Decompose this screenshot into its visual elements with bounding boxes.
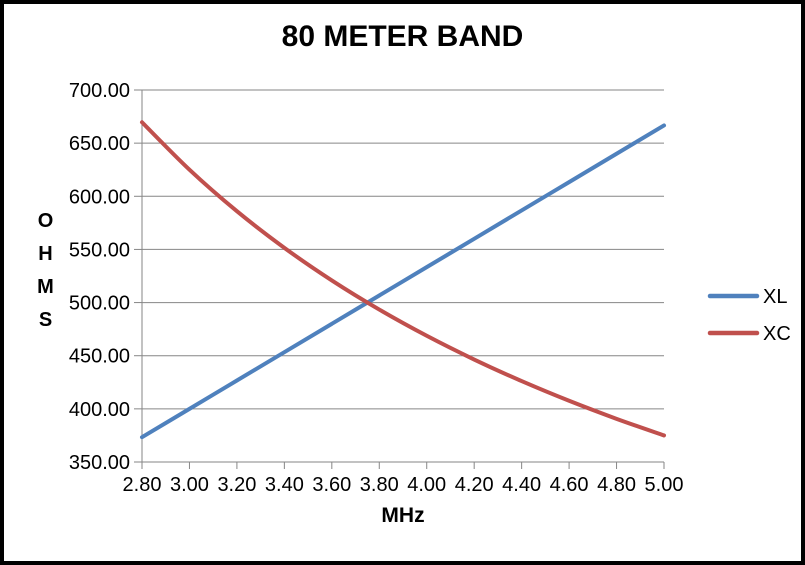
series-line-xc (140, 120, 666, 438)
legend-label-xl: XL (763, 286, 787, 308)
plot-area: 350.00 400.00 450.00 500.00 550.00 600.00 650.… (69, 80, 791, 496)
y-tick-label: 700.00 (69, 80, 130, 102)
x-tick-label: 4.60 (550, 474, 589, 496)
chart-title: 80 METER BAND (281, 20, 524, 53)
legend-label-xc: XC (763, 323, 791, 345)
series-line-xl (140, 123, 666, 440)
y-tick-label: 450.00 (69, 346, 130, 368)
x-tick-label: 4.20 (455, 474, 494, 496)
x-tick-label: 3.60 (312, 474, 351, 496)
x-tick-label: 3.20 (217, 474, 256, 496)
y-tick-label: 500.00 (69, 293, 130, 315)
y-tick-label: 350.00 (69, 452, 130, 474)
x-tick-label: 3.00 (170, 474, 209, 496)
x-tick-label: 2.80 (123, 474, 162, 496)
y-tick-label: 600.00 (69, 186, 130, 208)
y-tick-label: 400.00 (69, 399, 130, 421)
x-tick-label: 3.40 (265, 474, 304, 496)
y-tick-label: 650.00 (69, 133, 130, 155)
y-axis-title-text: OHMS (34, 210, 57, 342)
x-tick-label: 4.80 (597, 474, 636, 496)
x-tick-label: 5.00 (645, 474, 684, 496)
x-axis-title: MHz (381, 504, 425, 527)
x-tick-label: 3.80 (360, 474, 399, 496)
x-tick-label: 4.00 (407, 474, 446, 496)
y-tick-label: 550.00 (69, 239, 130, 261)
x-tick-label: 4.40 (502, 474, 541, 496)
y-axis-title: OHMS (30, 90, 60, 462)
